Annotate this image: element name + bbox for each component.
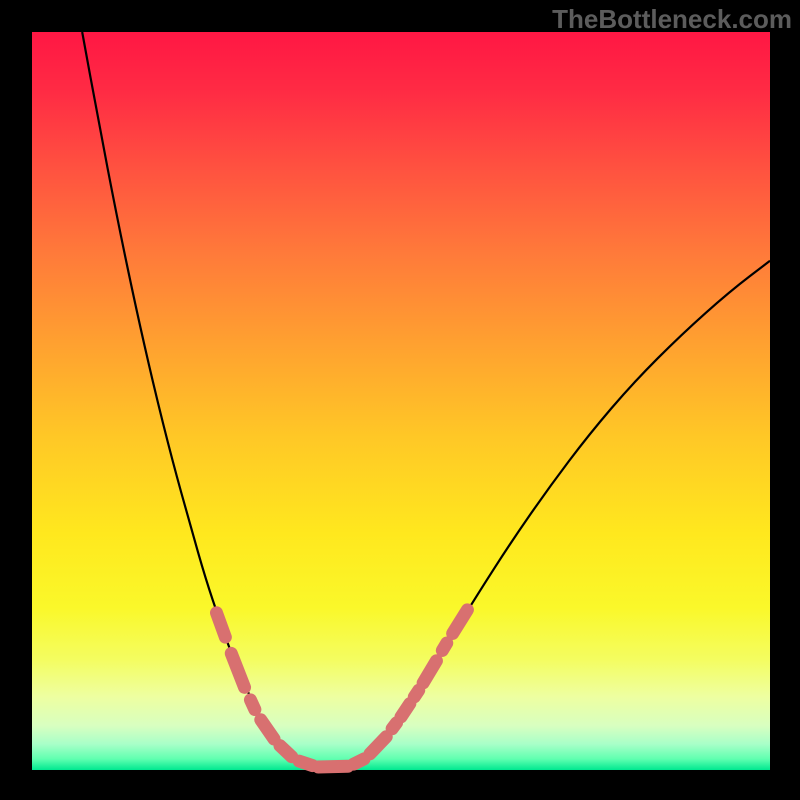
watermark-text: TheBottleneck.com [552, 4, 792, 35]
marker-segment [318, 766, 348, 767]
marker-segment [414, 690, 418, 697]
bottleneck-chart [0, 0, 800, 800]
marker-segment [354, 759, 364, 764]
marker-segment [299, 761, 312, 765]
marker-segment [401, 704, 410, 717]
marker-segment [392, 723, 396, 729]
marker-segment [442, 643, 446, 650]
marker-segment [217, 613, 226, 637]
plot-background [32, 32, 770, 770]
marker-segment [280, 746, 292, 757]
marker-segment [250, 700, 254, 710]
